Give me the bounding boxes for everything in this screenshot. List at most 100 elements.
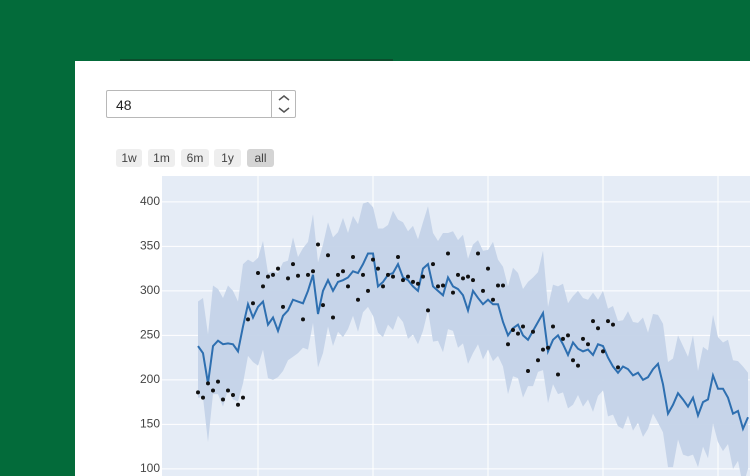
actual-point [396,255,400,260]
actual-point [486,266,490,271]
actual-point [386,272,390,277]
actual-point [506,342,510,347]
y-tick-label: 100 [140,461,160,475]
range-button[interactable]: 1y [214,149,241,167]
y-tick-label: 300 [140,283,160,297]
actual-point [291,262,295,267]
actual-point [346,284,350,289]
actual-point [341,269,345,274]
actual-point [306,272,310,277]
actual-point [436,284,440,289]
actual-point [476,251,480,256]
actual-point [421,274,425,279]
actual-point [221,397,225,402]
actual-point [356,297,360,302]
spinner-icon [278,95,290,113]
actual-point [196,390,200,395]
actual-point [531,329,535,334]
actual-point [351,255,355,260]
actual-point [251,301,255,306]
actual-point [241,395,245,400]
actual-point [566,333,570,338]
actual-point [556,372,560,377]
actual-point [431,262,435,267]
actual-point [521,324,525,329]
actual-point [481,288,485,293]
actual-point [371,257,375,262]
actual-point [331,315,335,320]
spinner[interactable] [271,91,296,117]
actual-point [366,288,370,293]
actual-point [441,283,445,288]
actual-point [511,328,515,333]
y-tick-label: 250 [140,328,160,342]
actual-point [376,266,380,271]
input-value: 48 [116,97,132,113]
actual-point [571,358,575,363]
actual-point [526,368,530,373]
actual-point [491,297,495,302]
actual-point [271,272,275,277]
actual-point [591,319,595,324]
spin-up[interactable] [278,95,290,101]
actual-point [551,324,555,329]
y-tick-label: 400 [140,194,160,208]
actual-point [616,365,620,370]
actual-point [401,278,405,283]
actual-point [581,336,585,341]
spin-down[interactable] [278,107,290,113]
actual-point [611,322,615,327]
actual-point [321,303,325,308]
actual-point [406,274,410,279]
actual-point [261,284,265,289]
actual-point [246,317,250,322]
actual-point [286,276,290,281]
actual-point [576,363,580,368]
actual-point [201,395,205,400]
confidence-band [198,201,748,476]
actual-point [216,379,220,384]
actual-point [256,271,260,276]
actual-point [391,274,395,279]
actual-point [361,272,365,277]
actual-point [226,388,230,393]
actual-point [311,269,315,274]
actual-point [381,284,385,289]
actual-point [466,274,470,279]
actual-point [336,272,340,277]
actual-point [231,392,235,397]
actual-point [276,266,280,271]
range-button[interactable]: 6m [181,149,209,167]
actual-point [446,251,450,256]
actual-point [301,317,305,322]
tab-indicator [120,59,393,61]
y-tick-label: 350 [140,238,160,252]
range-button[interactable]: all [247,149,274,167]
forecast-line [197,252,749,432]
actual-point [266,274,270,279]
actual-point [236,402,240,407]
actual-point [501,283,505,288]
actual-point [456,272,460,277]
actual-point [296,273,300,278]
actual-point [471,278,475,283]
actual-point [596,326,600,331]
y-tick-label: 150 [140,417,160,431]
actual-point [411,279,415,284]
actual-point [606,319,610,324]
actual-point [586,342,590,347]
actual-point [541,347,545,352]
actual-point [451,290,455,295]
actual-point [416,281,420,286]
actual-point [496,283,500,288]
range-button[interactable]: 1w [116,149,142,167]
actual-point [536,358,540,363]
range-button[interactable]: 1m [148,149,175,167]
actual-point [206,381,210,386]
number-input[interactable]: 48 [106,90,296,118]
actual-point [546,345,550,350]
actual-point [461,276,465,281]
actual-point [316,242,320,247]
